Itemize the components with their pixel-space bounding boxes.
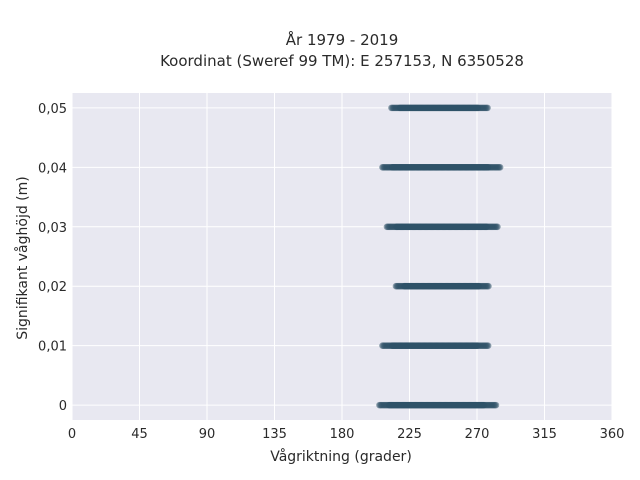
y-axis-label: Signifikant våghöjd (m)	[14, 176, 31, 339]
scatter-point	[494, 223, 501, 231]
scatter-point	[492, 401, 500, 409]
x-tick-label: 270	[465, 427, 490, 442]
y-tick-label: 0,05	[38, 102, 67, 117]
x-tick-label: 180	[330, 427, 355, 442]
chart-title-line-1: År 1979 - 2019	[286, 30, 399, 49]
x-tick-label: 135	[262, 427, 287, 442]
y-tick-label: 0	[59, 399, 67, 414]
x-axis-label: Vågriktning (grader)	[270, 448, 412, 465]
x-tick-label: 90	[199, 427, 216, 442]
x-tick-label: 360	[600, 427, 625, 442]
y-tick-label: 0,04	[38, 161, 67, 176]
grid	[71, 93, 613, 420]
scatter-point	[496, 164, 504, 171]
x-tick-label: 315	[532, 427, 557, 442]
chart-title-line-2: Koordinat (Sweref 99 TM): E 257153, N 63…	[160, 52, 524, 70]
y-tick-label: 0,02	[38, 280, 67, 295]
y-tick-label: 0,01	[38, 340, 67, 355]
scatter-point	[485, 282, 492, 290]
y-tick-label: 0,03	[38, 221, 67, 236]
x-tick-labels: 0 45 90 135 180 225 270 315 360	[68, 427, 625, 442]
scatter-point	[484, 342, 492, 349]
y-tick-labels: 0 0,01 0,02 0,03 0,04 0,05	[38, 102, 67, 414]
x-tick-label: 225	[397, 427, 422, 442]
x-tick-label: 0	[68, 427, 76, 442]
scatter-point	[484, 104, 491, 112]
scatter-points	[376, 104, 504, 409]
x-tick-label: 45	[131, 427, 148, 442]
